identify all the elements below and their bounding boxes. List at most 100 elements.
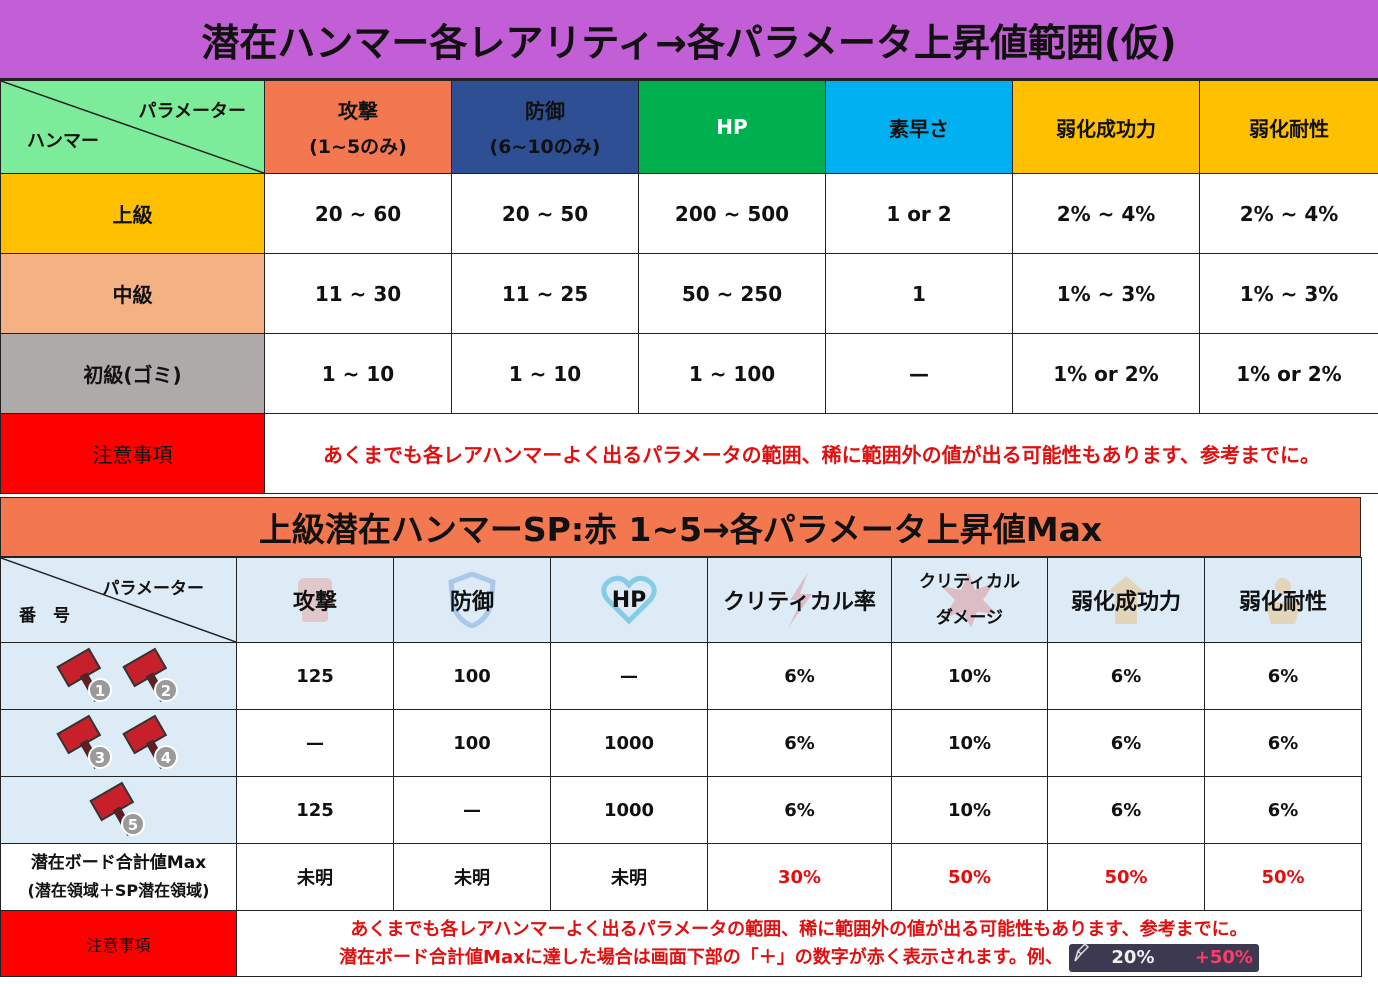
table-cell: 100 <box>393 709 551 777</box>
table-cell: — <box>393 776 551 844</box>
note-label: 注意事項 <box>0 910 237 977</box>
table-cell: 6% <box>1204 776 1362 844</box>
header-debuff-success: 弱化成功力 <box>1047 557 1205 643</box>
table-cell: 1% ~ 3% <box>1199 253 1378 334</box>
debuff-icon <box>1106 576 1145 624</box>
note-text: あくまでも各レアハンマーよく出るパラメータの範囲、稀に範囲外の値が出る可能性もあ… <box>236 910 1362 977</box>
table-cell: 6% <box>1204 642 1362 710</box>
table-cell: 6% <box>1047 776 1205 844</box>
header-attack: 攻撃 <box>236 557 394 643</box>
table-cell: 1 or 2 <box>825 173 1013 254</box>
row-label-high: 上級 <box>0 173 265 254</box>
header-debuff-success: 弱化成功力 <box>1012 80 1200 174</box>
table-cell: 50% <box>1047 843 1205 911</box>
board-max-row: 潜在ボード合計値Max (潜在領域＋SP潜在領域) 未明 未明 未明 30% 5… <box>0 843 1362 911</box>
header-defense: 防御 (6~10のみ) <box>451 80 639 174</box>
sp-max-table: パラメーター 番 号 攻撃 防御 <box>0 557 1362 977</box>
hammer-cell: 3 4 <box>0 709 237 777</box>
header-hp: HP <box>550 557 708 643</box>
table-cell: 6% <box>707 709 892 777</box>
hammer-icon: 4 <box>121 713 182 773</box>
corner-parameter-label: パラメーター <box>102 579 205 599</box>
table-cell: 6% <box>1047 709 1205 777</box>
header-attack: 攻撃 (1~5のみ) <box>264 80 452 174</box>
table-cell: 30% <box>707 843 892 911</box>
corner-parameter-label: パラメーター <box>138 101 246 122</box>
header-debuff-resist: 弱化耐性 <box>1199 80 1378 174</box>
table-cell: — <box>825 333 1013 414</box>
table-row: 上級 20 ~ 60 20 ~ 50 200 ~ 500 1 or 2 2% ~… <box>0 173 1378 254</box>
table-cell: 1% or 2% <box>1012 333 1200 414</box>
table-cell: 50% <box>891 843 1048 911</box>
table-row: 中級 11 ~ 30 11 ~ 25 50 ~ 250 1 1% ~ 3% 1%… <box>0 253 1378 334</box>
corner-number-label: 番 号 <box>19 606 70 626</box>
table-cell: 11 ~ 25 <box>451 253 639 334</box>
table-cell: 200 ~ 500 <box>638 173 826 254</box>
table-cell: 11 ~ 30 <box>264 253 452 334</box>
table-cell: 20 ~ 60 <box>264 173 452 254</box>
header-critical-damage: クリティカル ダメージ <box>891 557 1048 643</box>
hammer-icon: 1 <box>55 646 116 706</box>
hammer-cell: 1 2 <box>0 642 237 710</box>
table-cell: 6% <box>707 642 892 710</box>
table-cell: 20 ~ 50 <box>451 173 639 254</box>
header-hp: HP <box>638 80 826 174</box>
table-row: 初級(ゴミ) 1 ~ 10 1 ~ 10 1 ~ 100 — 1% or 2% … <box>0 333 1378 414</box>
rarity-range-table: パラメーター ハンマー 攻撃 (1~5のみ) 防御 (6~10のみ) HP 素早… <box>0 80 1378 494</box>
fist-icon <box>297 578 332 622</box>
table-cell: 10% <box>891 709 1048 777</box>
header-debuff-resist: 弱化耐性 <box>1204 557 1362 643</box>
table1-title: 潜在ハンマー各レアリティ→各パラメータ上昇値範囲(仮) <box>0 0 1378 80</box>
table1-note-row: 注意事項 あくまでも各レアハンマーよく出るパラメータの範囲、稀に範囲外の値が出る… <box>0 413 1378 494</box>
table-cell: 6% <box>1047 642 1205 710</box>
svg-text:4: 4 <box>160 749 170 767</box>
table-cell: 1000 <box>550 776 708 844</box>
hammer-cell: 5 <box>0 776 237 844</box>
table-cell: 50% <box>1204 843 1362 911</box>
table-cell: 未明 <box>550 843 708 911</box>
table-row: 1 2 125 100 — 6% 10% 6% <box>0 642 1362 710</box>
table-row: 5 125 — 1000 6% 10% 6% 6% <box>0 776 1362 844</box>
board-max-label: 潜在ボード合計値Max (潜在領域＋SP潜在領域) <box>0 843 237 911</box>
svg-text:1: 1 <box>94 682 104 700</box>
table1-corner-cell: パラメーター ハンマー <box>0 80 265 174</box>
sample-value: 20% <box>1111 946 1155 968</box>
header-critical-rate: クリティカル率 <box>707 557 892 643</box>
table1-header-row: パラメーター ハンマー 攻撃 (1~5のみ) 防御 (6~10のみ) HP 素早… <box>0 80 1378 174</box>
table2-note-row: 注意事項 あくまでも各レアハンマーよく出るパラメータの範囲、稀に範囲外の値が出る… <box>0 910 1362 977</box>
svg-text:3: 3 <box>94 749 104 767</box>
note-label: 注意事項 <box>0 413 265 494</box>
table-cell: 100 <box>393 642 551 710</box>
table-cell: 1 ~ 100 <box>638 333 826 414</box>
pin-icon <box>1069 942 1093 972</box>
table-cell: 1 ~ 10 <box>451 333 639 414</box>
table-cell: 6% <box>1204 709 1362 777</box>
table-cell: 未明 <box>236 843 394 911</box>
header-defense: 防御 <box>393 557 551 643</box>
table-cell: 1 ~ 10 <box>264 333 452 414</box>
table-cell: — <box>550 642 708 710</box>
header-speed: 素早さ <box>825 80 1013 174</box>
table-cell: 125 <box>236 642 394 710</box>
table-cell: 10% <box>891 642 1048 710</box>
table-cell: 1% ~ 3% <box>1012 253 1200 334</box>
shield-icon <box>448 572 496 628</box>
svg-text:2: 2 <box>160 682 170 700</box>
critical-icon <box>787 572 812 628</box>
table-cell: — <box>236 709 394 777</box>
table-cell: 10% <box>891 776 1048 844</box>
table-row: 3 4 — 100 1000 6% 10% 6 <box>0 709 1362 777</box>
note-text: あくまでも各レアハンマーよく出るパラメータの範囲、稀に範囲外の値が出る可能性もあ… <box>264 413 1378 494</box>
resist-icon <box>1264 578 1301 624</box>
table-cell: 2% ~ 4% <box>1199 173 1378 254</box>
table-cell: 1% or 2% <box>1199 333 1378 414</box>
explosion-icon <box>941 572 998 628</box>
row-label-mid: 中級 <box>0 253 265 334</box>
svg-text:5: 5 <box>127 816 137 834</box>
corner-hammer-label: ハンマー <box>27 131 99 152</box>
table-cell: 未明 <box>393 843 551 911</box>
table-cell: 6% <box>707 776 892 844</box>
hammer-icon: 5 <box>88 780 149 840</box>
table2-header-row: パラメーター 番 号 攻撃 防御 <box>0 557 1362 643</box>
hammer-icon: 3 <box>55 713 116 773</box>
